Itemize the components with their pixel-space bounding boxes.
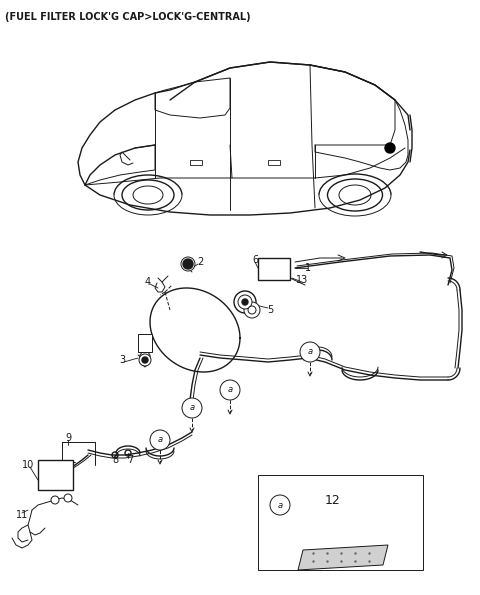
Circle shape (248, 306, 256, 314)
Text: 6: 6 (252, 255, 258, 265)
Circle shape (242, 299, 248, 305)
Circle shape (182, 398, 202, 418)
Text: 9: 9 (65, 433, 71, 443)
Text: 10: 10 (22, 460, 34, 470)
Text: a: a (307, 347, 312, 356)
Text: 2: 2 (197, 257, 203, 267)
Bar (138, 334, 152, 352)
Text: a: a (190, 403, 194, 412)
Bar (268, 160, 280, 165)
Circle shape (244, 302, 260, 318)
Bar (258, 475, 423, 570)
Circle shape (234, 291, 256, 313)
Circle shape (181, 257, 195, 271)
Circle shape (139, 354, 151, 366)
Circle shape (112, 452, 118, 458)
Text: 5: 5 (267, 305, 273, 315)
Text: 1: 1 (305, 263, 311, 273)
Text: a: a (228, 386, 233, 394)
Circle shape (220, 380, 240, 400)
Circle shape (270, 495, 290, 515)
Circle shape (300, 342, 320, 362)
Text: (FUEL FILTER LOCK'G CAP>LOCK'G-CENTRAL): (FUEL FILTER LOCK'G CAP>LOCK'G-CENTRAL) (5, 12, 251, 22)
Polygon shape (298, 545, 388, 570)
Text: 12: 12 (325, 493, 341, 506)
Circle shape (142, 357, 148, 363)
Text: a: a (157, 436, 163, 444)
Bar (38, 460, 73, 490)
Circle shape (150, 430, 170, 450)
Text: 7: 7 (127, 455, 133, 465)
Circle shape (385, 143, 395, 153)
Circle shape (238, 295, 252, 309)
Bar (190, 160, 202, 165)
Text: 3: 3 (119, 355, 125, 365)
Circle shape (125, 450, 131, 456)
Text: 8: 8 (112, 455, 118, 465)
Circle shape (51, 496, 59, 504)
Text: a: a (277, 500, 283, 509)
Text: 11: 11 (16, 510, 28, 520)
Circle shape (183, 259, 193, 269)
Text: 4: 4 (145, 277, 151, 287)
Text: 13: 13 (296, 275, 308, 285)
Bar (258, 258, 290, 280)
Circle shape (64, 494, 72, 502)
